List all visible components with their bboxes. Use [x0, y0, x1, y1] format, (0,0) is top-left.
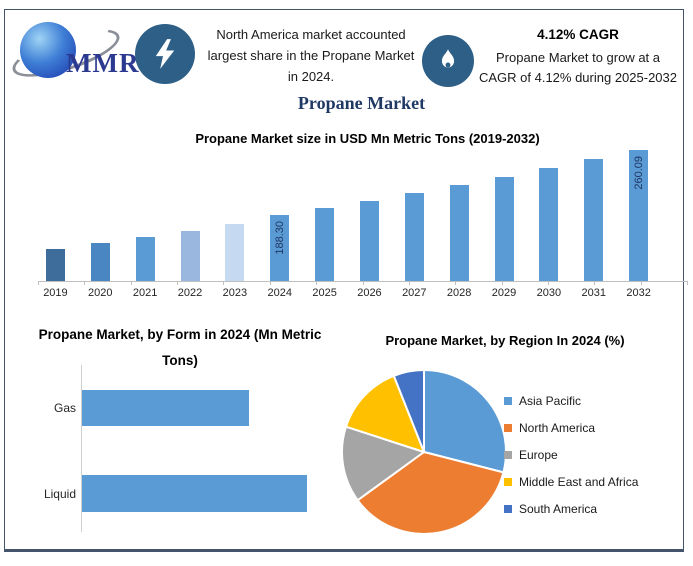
bar-2032: 260.09: [616, 150, 661, 281]
outer-frame: [4, 9, 684, 552]
legend-label: Europe: [519, 447, 558, 462]
form-category-label: Gas: [53, 401, 76, 415]
year-label: 2021: [132, 287, 158, 299]
year-label: 2025: [312, 287, 337, 299]
page-title: Propane Market: [297, 93, 426, 113]
bar-2031: [571, 150, 616, 281]
bar-data-label: 260.09: [632, 156, 645, 190]
axis-tick: [640, 281, 642, 285]
year-label: 2022: [177, 287, 203, 299]
mmr-logo: MMR: [7, 18, 138, 87]
axis-tick: [408, 281, 410, 285]
axis-tick: [130, 281, 132, 285]
logo-text: MMR: [66, 48, 140, 78]
market-size-chart-title: Propane Market size in USD Mn Metric Ton…: [195, 131, 540, 146]
axis-tick: [455, 281, 457, 285]
north-america-callout: North America market accounted largest s…: [207, 27, 415, 84]
flame-glyph: [441, 49, 455, 68]
axis-tick: [177, 281, 179, 285]
axis-tick: [594, 281, 596, 285]
region-legend: Asia Pacific North America Europe Middle Ea…: [504, 387, 638, 522]
legend-item: South America: [504, 495, 638, 522]
pie-slice-north-america: [356, 450, 505, 535]
bar-2026: [347, 150, 392, 281]
lightning-icon: [135, 24, 195, 84]
by-form-bar-plot: [81, 365, 316, 532]
bar-2022: [168, 150, 213, 281]
year-label: 2028: [446, 287, 472, 299]
axis-tick: [269, 281, 271, 285]
year-label: 2020: [88, 287, 113, 299]
bar-2019: [33, 150, 78, 281]
legend-label: North America: [519, 420, 596, 435]
globe-icon: [20, 22, 76, 78]
legend-label: South America: [519, 501, 598, 516]
legend-label: Asia Pacific: [519, 393, 582, 408]
axis-tick: [38, 281, 39, 285]
legend-item: Europe: [504, 441, 638, 468]
flame-icon: [422, 35, 474, 87]
year-label: 2024: [267, 287, 292, 299]
year-label: 2026: [357, 287, 382, 299]
year-label: 2029: [491, 287, 517, 299]
year-label: 2027: [402, 287, 427, 299]
bar-2028: [437, 150, 482, 281]
cagr-detail: Propane Market to grow at a CAGR of 4.12…: [478, 50, 677, 85]
legend-item: Asia Pacific: [504, 387, 638, 414]
region-pie-chart: [341, 368, 507, 535]
axis-tick: [316, 281, 318, 285]
by-form-chart-title: Propane Market, by Form in 2024 (Mn Metr…: [38, 327, 322, 368]
bar-2030: [526, 150, 571, 281]
year-label: 2031: [581, 287, 606, 299]
form-category-label: Liquid: [43, 486, 76, 501]
legend-swatch-icon: [504, 477, 512, 486]
form-bar-gas: [82, 390, 249, 426]
pie-slice-europe: [341, 425, 427, 502]
legend-swatch-icon: [504, 504, 512, 513]
bar-2021: [123, 150, 168, 281]
pie-slice-middle-east-and-africa: [344, 374, 426, 454]
bar-2029: [482, 150, 527, 281]
lightning-bolt-glyph: [155, 39, 175, 69]
year-label: 2030: [536, 287, 562, 299]
axis-tick: [687, 281, 688, 285]
axis-tick: [84, 281, 86, 285]
bar-2020: [78, 150, 123, 281]
axis-tick: [501, 281, 503, 285]
market-size-bar-plot: 188.30 260.09: [33, 150, 661, 281]
bar-2025: [302, 150, 347, 281]
legend-swatch-icon: [504, 423, 512, 432]
legend-item: North America: [504, 414, 638, 441]
legend-swatch-icon: [504, 450, 512, 459]
legend-label: Middle East and Africa: [519, 474, 639, 489]
year-label: 2019: [43, 287, 68, 299]
pie-slice-south-america: [392, 368, 425, 453]
bar-data-label: 188.30: [273, 221, 286, 255]
legend-swatch-icon: [504, 396, 512, 405]
form-bar-liquid: [82, 475, 307, 512]
year-label: 2032: [626, 287, 651, 299]
axis-tick: [547, 281, 549, 285]
legend-item: Middle East and Africa: [504, 468, 638, 495]
axis-tick: [362, 281, 364, 285]
bar-2027: [392, 150, 437, 281]
cagr-value: 4.12% CAGR: [537, 27, 619, 42]
bar-2023: [212, 150, 257, 281]
by-region-chart-title: Propane Market, by Region In 2024 (%): [385, 333, 625, 348]
bar-2024: 188.30: [257, 150, 302, 281]
cagr-callout: 4.12% CAGR Propane Market to grow at a C…: [478, 25, 678, 87]
axis-tick: [223, 281, 225, 285]
year-label: 2023: [222, 287, 248, 299]
x-axis-year-labels: 2019 2020 2021 2022 2023 2024 2025 2026 2027 2028…: [33, 287, 661, 299]
